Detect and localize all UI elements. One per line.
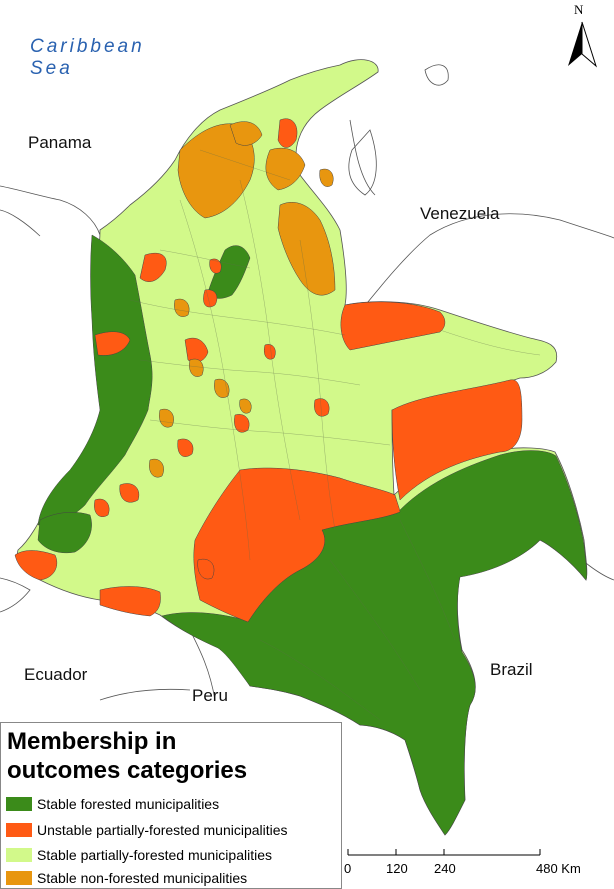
forested-pacific xyxy=(37,234,153,526)
ecuador-label: Ecuador xyxy=(24,665,88,684)
scale-bar-graphic xyxy=(347,849,541,856)
legend-title-line2: outcomes categories xyxy=(7,757,248,784)
legend-title: Membership in outcomes categories xyxy=(7,727,247,785)
legend-item-forested: Stable forested municipalities xyxy=(6,794,219,814)
forested-patch-north xyxy=(207,245,251,299)
brazil-label: Brazil xyxy=(490,660,533,679)
nonforested-regions xyxy=(149,121,336,478)
unstable-regions xyxy=(14,118,523,623)
legend-label-unstable: Unstable partially-forested municipaliti… xyxy=(37,822,288,838)
legend-item-unstable: Unstable partially-forested municipaliti… xyxy=(6,820,288,840)
scale-tick-480: 480 Km xyxy=(536,861,581,876)
legend-swatch-unstable xyxy=(6,823,32,837)
legend-swatch-forested xyxy=(6,797,32,811)
caribbean-sea-label: Caribbean Sea xyxy=(30,36,145,80)
legend-swatch-partial xyxy=(6,848,32,862)
scale-bar: 0 120 240 480 Km xyxy=(344,845,594,885)
north-arrow-icon xyxy=(568,21,598,68)
scale-tick-240: 240 xyxy=(434,861,456,876)
municipal-boundaries xyxy=(129,149,541,721)
venezuela-label: Venezuela xyxy=(420,204,500,223)
scale-tick-0: 0 xyxy=(344,861,352,876)
legend-label-partial: Stable partially-forested municipalities xyxy=(37,847,272,863)
legend-swatch-nonforested xyxy=(6,871,32,885)
peru-label: Peru xyxy=(192,686,228,705)
legend-label-nonforested: Stable non-forested municipalities xyxy=(37,870,248,886)
neighbor-borders xyxy=(0,64,614,701)
scale-tick-120: 120 xyxy=(386,861,408,876)
panama-label: Panama xyxy=(28,133,92,152)
forested-patch-southwest xyxy=(37,512,92,554)
sea-label-line1: Caribbean xyxy=(30,36,145,57)
legend-title-line1: Membership in xyxy=(7,728,177,755)
north-arrow: N xyxy=(564,2,600,72)
forested-amazon xyxy=(161,450,588,836)
legend-label-forested: Stable forested municipalities xyxy=(37,796,220,812)
legend-item-nonforested: Stable non-forested municipalities xyxy=(6,868,247,888)
legend-item-partial: Stable partially-forested municipalities xyxy=(6,845,272,865)
sea-label-line2: Sea xyxy=(30,58,73,79)
map-legend: Membership in outcomes categories Stable… xyxy=(0,722,342,889)
north-arrow-label: N xyxy=(574,2,584,17)
